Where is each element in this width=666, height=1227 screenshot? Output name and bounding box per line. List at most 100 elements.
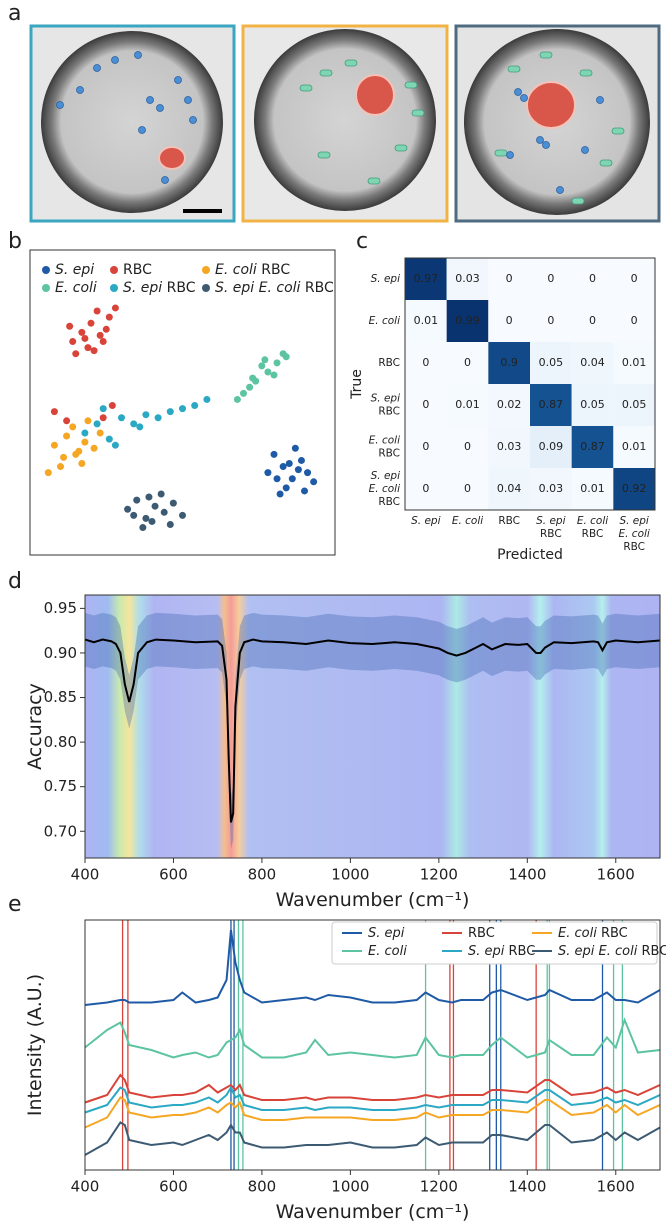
- column-label: RBC: [498, 515, 520, 527]
- heatmap-cell: [613, 384, 655, 426]
- plot-background: [85, 595, 660, 858]
- scatter-point: [105, 435, 113, 443]
- scatter-point: [96, 331, 104, 339]
- scatter-point: [169, 499, 177, 507]
- heatmap-cell: [488, 258, 530, 300]
- scatter-point: [50, 441, 58, 449]
- cell-label: 0: [506, 314, 513, 327]
- scatter-point: [166, 521, 174, 528]
- scatter-point: [191, 402, 199, 410]
- series-line: [84, 1121, 661, 1156]
- column-label: E. coli: [618, 528, 649, 540]
- scatter-point: [93, 307, 101, 315]
- cell-label: 0.03: [455, 272, 480, 285]
- legend-swatch: [110, 266, 118, 274]
- x-axis-label: Wavenumber (cm⁻¹): [276, 889, 470, 911]
- y-axis-label: Intensity (A.U.): [24, 974, 46, 1116]
- cell-label: 0: [422, 440, 429, 453]
- legend-swatch: [202, 266, 210, 274]
- heatmap-cell: [613, 258, 655, 300]
- scatter-point: [78, 460, 86, 467]
- heatmap-cell: [613, 426, 655, 468]
- scatter-point: [179, 511, 186, 519]
- cell-label: 0.04: [580, 356, 605, 369]
- micrograph: [454, 24, 661, 223]
- row-label: S. epi: [371, 393, 400, 405]
- scatter-point: [81, 429, 89, 437]
- scatter-point: [294, 466, 302, 474]
- scatter-point: [99, 338, 107, 345]
- cell-label: 0.02: [497, 398, 522, 411]
- scatter-point: [142, 411, 150, 419]
- scatter-point: [90, 444, 98, 452]
- heatmap-cell: [530, 384, 572, 426]
- legend-swatch: [202, 284, 210, 292]
- cell-label: 0.05: [539, 356, 564, 369]
- scatter-point: [84, 417, 92, 425]
- scatter-point: [233, 395, 241, 403]
- scatter-point: [124, 505, 132, 513]
- series-line: [84, 1017, 661, 1059]
- y-tick-label: 0.95: [44, 599, 77, 617]
- row-label: S. epi: [371, 470, 400, 482]
- heatmap-cell: [530, 426, 572, 468]
- heatmap-cell: [488, 342, 530, 384]
- cell-label: 0: [464, 356, 471, 369]
- x-axis-label: Wavenumber (cm⁻¹): [276, 1201, 470, 1223]
- heatmap-cell: [405, 258, 447, 300]
- scatter-point: [264, 368, 272, 376]
- legend-label: S. epi RBC: [468, 944, 535, 959]
- scatter-point: [142, 514, 150, 522]
- x-tick-label: 1400: [508, 1178, 546, 1196]
- row-label: RBC: [378, 406, 400, 418]
- heatmap-cell: [530, 468, 572, 510]
- legend-label: E. coli RBC: [558, 926, 628, 941]
- scatter-point: [136, 423, 144, 431]
- x-tick-label: 800: [248, 866, 277, 884]
- legend-box: [331, 921, 658, 965]
- cell-label: 0: [422, 398, 429, 411]
- scatter-point: [246, 383, 254, 391]
- cell-label: 0.01: [622, 356, 647, 369]
- heatmap-cell: [446, 258, 489, 300]
- series-line: [84, 1096, 661, 1129]
- heatmap-cell: [613, 342, 655, 384]
- heatmap-cell: [488, 468, 530, 510]
- column-label: E. coli: [452, 515, 483, 527]
- cell-label: 0.92: [622, 482, 647, 495]
- x-tick-label: 400: [71, 866, 100, 884]
- cell-label: 0: [547, 272, 554, 285]
- cell-label: 0.01: [580, 482, 605, 495]
- scatter-point: [118, 414, 125, 422]
- cell-label: 0.05: [580, 398, 605, 411]
- scatter-point: [166, 408, 174, 416]
- cell-label: 0.01: [622, 440, 647, 453]
- heatmap-frame: [404, 257, 656, 511]
- x-tick-label: 1200: [420, 866, 458, 884]
- heatmap-cell: [571, 300, 614, 342]
- scatter-point: [297, 456, 305, 464]
- cell-label: 0: [589, 314, 596, 327]
- scatter-point: [78, 328, 86, 336]
- cell-label: 0: [506, 272, 513, 285]
- heatmap-cell: [405, 468, 447, 510]
- series-line: [84, 929, 661, 1006]
- legend-label: RBC: [468, 926, 495, 941]
- scatter-point: [145, 493, 153, 501]
- scatter-point: [276, 490, 284, 498]
- cell-label: 0.99: [455, 314, 480, 327]
- heatmap-cell: [405, 384, 447, 426]
- panel-letter: e: [8, 892, 22, 917]
- scatter-point: [279, 350, 287, 358]
- series-line: [84, 1073, 661, 1104]
- cell-label: 0.04: [497, 482, 522, 495]
- legend-label: E. coli: [368, 944, 407, 959]
- heatmap-cell: [488, 300, 530, 342]
- x-axis-label: Predicted: [497, 547, 563, 563]
- series-line: [84, 638, 661, 823]
- x-tick-label: 1000: [331, 866, 369, 884]
- x-tick-label: 1600: [597, 1178, 635, 1196]
- scatter-point: [50, 408, 58, 416]
- heatmap-cell: [488, 384, 530, 426]
